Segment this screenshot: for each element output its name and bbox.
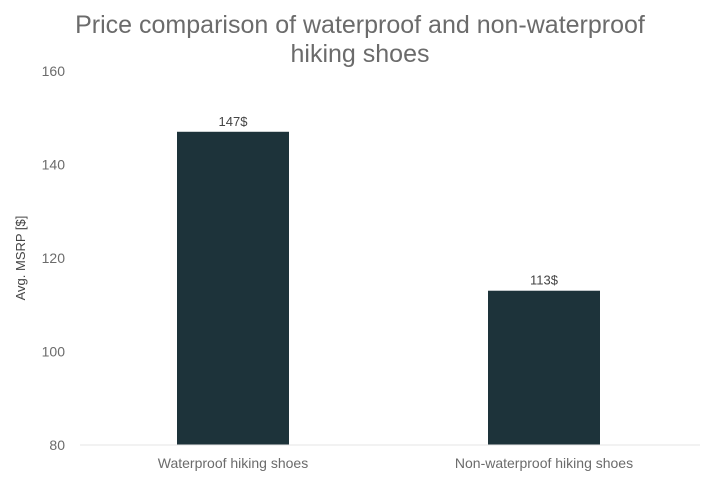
y-tick-label: 100 <box>42 344 66 360</box>
data-label: 113$ <box>530 273 559 288</box>
x-tick-label: Waterproof hiking shoes <box>158 455 308 471</box>
y-axis-label: Avg. MSRP [$] <box>13 216 28 301</box>
chart-title-line-1: Price comparison of waterproof and non-w… <box>75 11 645 39</box>
x-axis: Waterproof hiking shoes Non-waterproof hi… <box>158 455 633 471</box>
x-tick-label: Non-waterproof hiking shoes <box>455 455 633 471</box>
chart-title-line-2: hiking shoes <box>291 40 430 68</box>
data-label: 147$ <box>219 114 249 129</box>
y-tick-label: 80 <box>49 437 65 453</box>
y-axis: 80 100 120 140 160 <box>42 63 66 453</box>
y-tick-label: 160 <box>42 63 66 79</box>
bars: 147$ 113$ <box>177 114 600 445</box>
y-tick-label: 120 <box>42 250 66 266</box>
y-tick-label: 140 <box>42 157 66 173</box>
bar <box>488 290 600 445</box>
bar <box>177 131 289 445</box>
